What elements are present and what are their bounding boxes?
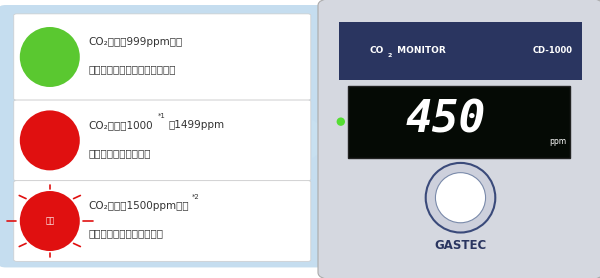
Polygon shape <box>312 120 342 158</box>
Ellipse shape <box>20 191 80 251</box>
Ellipse shape <box>20 27 80 87</box>
Text: ppm: ppm <box>549 137 566 146</box>
FancyBboxPatch shape <box>14 14 311 100</box>
Text: ～1499ppm: ～1499ppm <box>169 120 225 130</box>
Text: CO₂濃度　1500ppm以上: CO₂濃度 1500ppm以上 <box>89 201 190 211</box>
Text: *1: *1 <box>158 113 166 119</box>
Text: 換気が十分実施されています。: 換気が十分実施されています。 <box>89 64 176 75</box>
FancyBboxPatch shape <box>14 100 311 181</box>
FancyBboxPatch shape <box>14 181 311 261</box>
Text: 450: 450 <box>406 99 486 142</box>
FancyBboxPatch shape <box>318 0 600 278</box>
Ellipse shape <box>337 117 345 126</box>
Text: CO₂濃度　999ppm以下: CO₂濃度 999ppm以下 <box>89 37 183 47</box>
Text: 2: 2 <box>388 53 392 58</box>
Bar <box>339 22 582 80</box>
Text: GASTEC: GASTEC <box>434 239 487 252</box>
Text: *2: *2 <box>193 194 200 200</box>
Text: CO₂濃度　1000: CO₂濃度 1000 <box>89 120 154 130</box>
Text: CO: CO <box>369 46 383 55</box>
FancyBboxPatch shape <box>323 1 600 278</box>
FancyBboxPatch shape <box>0 5 325 267</box>
Text: MONITOR: MONITOR <box>394 46 446 55</box>
Text: 点滅: 点滅 <box>45 217 55 225</box>
Ellipse shape <box>426 163 496 232</box>
Text: 換気をしてください。: 換気をしてください。 <box>89 148 151 158</box>
Ellipse shape <box>20 110 80 170</box>
Ellipse shape <box>436 173 485 223</box>
Text: CD-1000: CD-1000 <box>533 46 573 55</box>
Text: すぐ換気をしてください。: すぐ換気をしてください。 <box>89 229 164 239</box>
Bar <box>348 86 570 158</box>
